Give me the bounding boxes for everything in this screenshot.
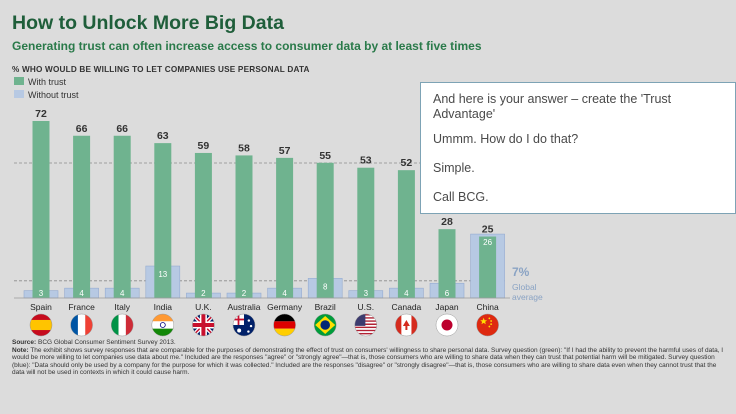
callout-line-3: Simple.	[433, 161, 475, 175]
category-label: Japan	[435, 302, 458, 312]
value-label-without-trust: 4	[282, 289, 287, 298]
value-label-without-trust: 4	[120, 289, 125, 298]
value-label-with-trust: 53	[360, 155, 372, 167]
global-average-value: 7%	[512, 265, 530, 279]
bar-with-trust	[316, 162, 334, 298]
value-label-with-trust: 25	[482, 224, 494, 236]
category-label: U.S.	[358, 302, 375, 312]
chart-title: How to Unlock More Big Data	[12, 12, 284, 34]
category-label: Italy	[114, 302, 130, 312]
bar-with-trust	[113, 135, 131, 298]
bar-with-trust	[397, 170, 415, 298]
country-group: 66 4 Italy	[104, 123, 140, 312]
country-group: 58 2 Australia	[226, 142, 262, 312]
value-label-without-trust: 8	[323, 282, 328, 291]
legend-swatch-without-trust	[14, 90, 24, 98]
callout-line-2: Ummm. How do I do that?	[433, 132, 579, 146]
bar-with-trust	[438, 229, 456, 298]
legend-label-without-trust: Without trust	[28, 90, 79, 100]
value-label-with-trust: 59	[198, 140, 210, 152]
country-group: 55 8 Brazil	[307, 150, 343, 312]
legend-label-with-trust: With trust	[28, 77, 67, 87]
country-group: 59 2 U.K.	[186, 140, 221, 312]
bar-with-trust	[32, 121, 50, 298]
bar-with-trust	[235, 155, 253, 298]
value-label-with-trust: 57	[279, 145, 291, 157]
value-label-without-trust: 3	[364, 289, 369, 298]
value-label-with-trust: 66	[76, 123, 88, 135]
value-label-without-trust: 26	[483, 238, 492, 247]
brazil-flag-icon	[314, 314, 337, 336]
category-label: Germany	[267, 302, 303, 312]
legend-swatch-with-trust	[14, 77, 24, 85]
source-label: Source:	[12, 339, 37, 346]
axis-caption: % WHO WOULD BE WILLING TO LET COMPANIES …	[12, 65, 310, 74]
country-group: 72 3 Spain	[23, 108, 59, 312]
chart-subtitle: Generating trust can often increase acce…	[12, 39, 482, 53]
us-flag-icon	[354, 314, 377, 336]
category-label: China	[476, 302, 498, 312]
category-label: Canada	[392, 302, 422, 312]
note-text: The exhibit shows survey responses that …	[12, 346, 724, 377]
country-group: 25 26 China	[470, 224, 505, 312]
value-label-with-trust: 72	[35, 108, 47, 120]
value-label-without-trust: 3	[39, 289, 44, 298]
category-label: Australia	[227, 302, 260, 312]
china-flag-icon	[476, 314, 499, 336]
category-label: U.K.	[195, 302, 212, 312]
value-label-without-trust: 13	[158, 270, 167, 279]
spain-flag-icon	[30, 314, 52, 336]
germany-flag-icon	[273, 314, 296, 336]
value-label-with-trust: 63	[157, 130, 169, 142]
country-group: 63 13 India	[145, 130, 181, 312]
value-label-with-trust: 55	[319, 150, 331, 162]
value-label-with-trust: 28	[441, 216, 453, 228]
uk-flag-icon	[192, 314, 215, 336]
value-label-with-trust: 52	[401, 157, 413, 169]
value-label-without-trust: 6	[445, 289, 450, 298]
value-label-with-trust: 66	[116, 123, 128, 135]
bar-with-trust	[276, 157, 294, 298]
bar-with-trust	[154, 143, 172, 298]
value-label-without-trust: 2	[242, 289, 247, 298]
canada-flag-icon	[395, 314, 418, 336]
category-label: Brazil	[315, 302, 336, 312]
country-group: 66 4 France	[64, 123, 99, 312]
bar-with-trust	[194, 152, 212, 298]
india-flag-icon	[151, 314, 174, 336]
bar-with-trust	[73, 135, 91, 298]
france-flag-icon	[70, 314, 93, 336]
value-label-without-trust: 4	[79, 289, 84, 298]
value-label-without-trust: 4	[404, 289, 409, 298]
value-label-with-trust: 58	[238, 142, 250, 154]
country-group: 52 4 Canada	[389, 157, 424, 312]
global-average-label-1: Global	[512, 282, 537, 292]
callout-box: And here is your answer – create the 'Tr…	[420, 82, 736, 214]
value-label-without-trust: 2	[201, 289, 206, 298]
category-label: Spain	[30, 302, 52, 312]
category-label: France	[68, 302, 95, 312]
bar-with-trust	[479, 236, 497, 298]
source-text: BCG Global Consumer Sentiment Survey 201…	[38, 339, 176, 346]
japan-flag-icon	[436, 314, 458, 336]
country-group: 28 6 Japan	[429, 216, 465, 312]
australia-flag-icon	[233, 314, 255, 336]
country-group: 57 4 Germany	[267, 145, 303, 312]
callout-line-4: Call BCG.	[433, 190, 489, 204]
bar-with-trust	[357, 167, 375, 298]
global-average-label-2: average	[512, 292, 543, 302]
italy-flag-icon	[111, 314, 134, 336]
callout-line-1: And here is your answer – create the 'Tr…	[433, 92, 672, 121]
footnotes: Source: BCG Global Consumer Sentiment Su…	[12, 339, 724, 377]
category-label: India	[154, 302, 173, 312]
note-label: Note:	[12, 346, 29, 354]
country-group: 53 3 U.S.	[348, 155, 384, 312]
